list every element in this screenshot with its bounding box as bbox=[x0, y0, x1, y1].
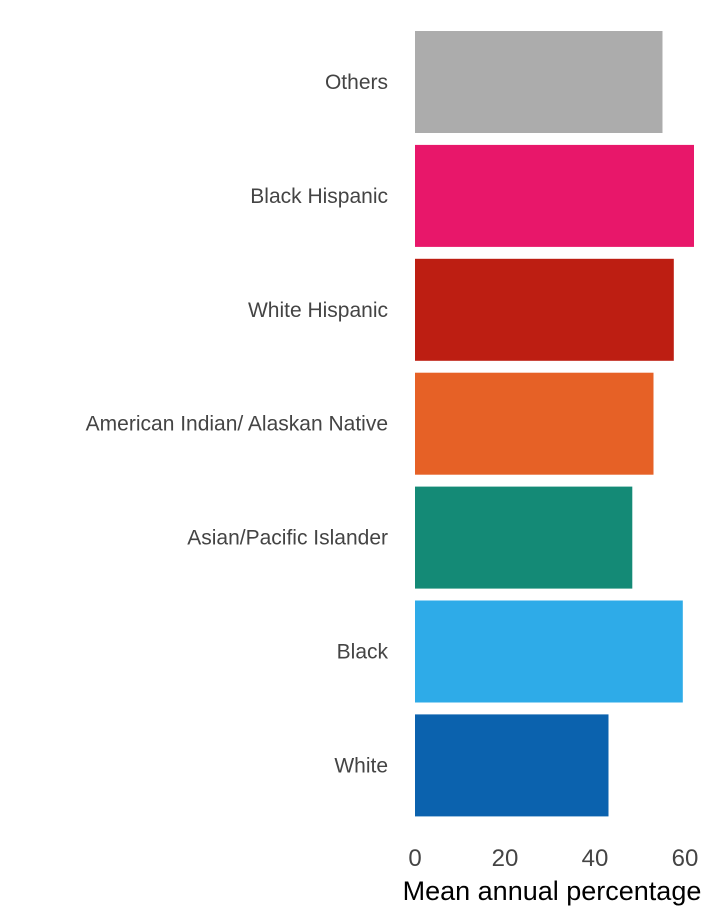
category-label-white-hispanic: White Hispanic bbox=[248, 299, 388, 322]
bar-american-indian-alaskan-native bbox=[415, 372, 654, 475]
category-label-black-hispanic: Black Hispanic bbox=[250, 185, 388, 208]
bar-black-hispanic bbox=[415, 144, 694, 247]
x-tick-label: 60 bbox=[672, 845, 699, 872]
category-label-asian-pacific-islander: Asian/Pacific Islander bbox=[187, 527, 388, 550]
x-tick-label: 40 bbox=[582, 845, 609, 872]
category-label-white: White bbox=[334, 754, 388, 777]
bar-white-hispanic bbox=[415, 258, 674, 361]
bars-group bbox=[415, 31, 694, 817]
x-tick-label: 20 bbox=[492, 845, 519, 872]
bar-white bbox=[415, 714, 609, 817]
bar-others bbox=[415, 31, 663, 133]
category-labels: Others Black Hispanic White Hispanic Americ… bbox=[86, 71, 389, 777]
category-label-black: Black bbox=[337, 641, 389, 664]
bar-asian-pacific-islander bbox=[415, 486, 633, 589]
category-label-others: Others bbox=[325, 71, 388, 94]
category-label-american-indian-alaskan-native: American Indian/ Alaskan Native bbox=[86, 413, 388, 436]
x-axis-title: Mean annual percentage bbox=[403, 876, 702, 906]
bar-black bbox=[415, 600, 683, 703]
x-tick-label: 0 bbox=[408, 845, 421, 872]
x-tick-labels: 0 20 40 60 bbox=[408, 845, 698, 872]
